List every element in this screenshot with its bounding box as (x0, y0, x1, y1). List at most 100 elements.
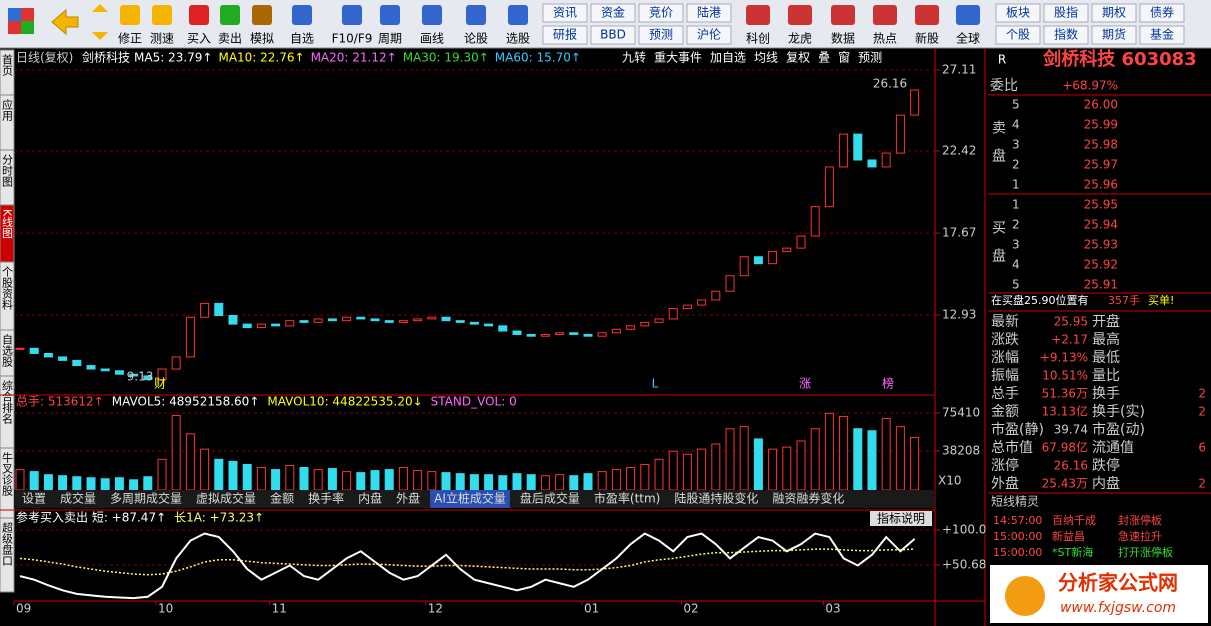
stat-value: 2 (1198, 405, 1206, 419)
chart-button[interactable]: 加自选 (710, 51, 746, 65)
event-stock[interactable]: 百纳千成 (1052, 514, 1096, 527)
toolbar-button[interactable]: F10/F9 (332, 32, 373, 46)
side-tab[interactable]: 超级盘口 (1, 521, 14, 566)
toolbar-button[interactable]: 选股 (506, 32, 530, 46)
toolbar-grid-button[interactable]: 期权 (1102, 6, 1126, 20)
toolbar-grid-button[interactable]: 沪伦 (697, 27, 721, 42)
toolbar-grid-button[interactable]: 竞价 (649, 6, 673, 20)
toolbar-grid-bg (1043, 3, 1089, 23)
toolbar-button[interactable]: 买入 (187, 32, 211, 46)
stat-label: 跌停 (1092, 457, 1120, 474)
toolbar-grid-button[interactable]: 陆港 (697, 5, 721, 20)
indicator-tab[interactable]: 成交量 (60, 491, 96, 506)
indicator-tab[interactable]: 设置 (22, 492, 46, 506)
stat-label: 流通值 (1092, 440, 1134, 456)
candle (498, 325, 508, 332)
candle (910, 89, 920, 116)
indicator-tab[interactable]: 换手率 (308, 491, 344, 506)
toolbar-grid-button[interactable]: 资金 (601, 5, 625, 20)
candle (356, 316, 366, 320)
toolbar-grid-button[interactable]: BBD (600, 28, 626, 42)
side-tab[interactable]: 应用 (1, 98, 14, 122)
chart-button[interactable]: 重大事件 (654, 51, 702, 65)
toolbar-button[interactable]: 龙虎 (788, 32, 812, 46)
toolbar-grid-button[interactable]: 研报 (553, 27, 577, 42)
stat-label: 涨停 (991, 457, 1019, 474)
toolbar-grid-bg (995, 3, 1041, 23)
toolbar-grid-button[interactable]: 个股 (1006, 28, 1030, 42)
side-tab[interactable]: 分时图 (1, 154, 14, 188)
indicator-tab[interactable]: 市盈率(ttm) (594, 491, 660, 506)
indicator-tab[interactable]: 融资融券变化 (772, 491, 844, 506)
toolbar-button[interactable]: 卖出 (218, 32, 242, 46)
event-marker[interactable]: 财 (154, 377, 166, 391)
toolbar-grid-button[interactable]: 板块 (1006, 6, 1030, 20)
toolbar-button[interactable]: 画线 (420, 32, 444, 46)
side-tab[interactable]: K线图 (1, 209, 14, 239)
volume-bar (327, 468, 337, 491)
chart-button[interactable]: 复权 (786, 51, 810, 65)
indicator-tab[interactable]: 陆股通持股变化 (674, 491, 758, 506)
volume-bar (526, 474, 536, 491)
candle (242, 323, 252, 329)
stat-label: 最低 (1092, 350, 1120, 366)
toolbar-button[interactable]: 测速 (150, 32, 174, 46)
volume-bar (668, 450, 678, 491)
event-marker[interactable]: 榜 (882, 376, 894, 391)
side-tab[interactable]: 综合排名 (1, 379, 14, 424)
volume-bar (427, 471, 437, 491)
candle (455, 320, 465, 323)
toolbar-grid-button[interactable]: 指数 (1054, 27, 1078, 42)
candle (484, 323, 494, 327)
event-stock[interactable]: *ST新海 (1052, 545, 1093, 559)
toolbar-grid-button[interactable]: 股指 (1054, 5, 1078, 20)
candle (299, 320, 309, 323)
indicator-tab[interactable]: 盘后成交量 (520, 491, 580, 506)
button-bg (870, 511, 932, 526)
toolbar-grid-button[interactable]: 期货 (1102, 27, 1126, 42)
candle (782, 247, 792, 253)
volume-bar (498, 475, 508, 491)
toolbar-button[interactable]: 科创 (746, 32, 770, 46)
toolbar-grid-button[interactable]: 资讯 (553, 6, 577, 20)
toolbar-button[interactable]: 数据 (831, 31, 855, 46)
toolbar-button[interactable]: 论股 (464, 32, 488, 46)
price: 25.94 (1084, 218, 1118, 232)
chart-button[interactable]: 窗 (838, 51, 850, 65)
candle (200, 302, 210, 318)
toolbar-grid-button[interactable]: 债券 (1150, 5, 1174, 20)
toolbar-button[interactable]: 模拟 (250, 32, 274, 46)
side-tab[interactable]: 牛叉诊股 (1, 451, 14, 497)
toolbar-button[interactable]: 自选 (290, 32, 314, 46)
toolbar-button[interactable]: 全球 (956, 31, 980, 46)
volume-bar (753, 438, 763, 491)
event-stock[interactable]: 新益昌 (1052, 529, 1085, 543)
toolbar-button[interactable]: 新股 (915, 31, 939, 46)
chart-button[interactable]: 九转 (622, 50, 646, 65)
volume-bar (86, 477, 96, 491)
indicator-tab[interactable]: 虚拟成交量 (196, 491, 256, 506)
candle (640, 321, 650, 327)
side-tab[interactable]: 自选股 (1, 334, 14, 368)
toolbar-grid-button[interactable]: 预测 (649, 28, 673, 42)
toolbar-grid-button[interactable]: 基金 (1150, 27, 1174, 42)
indicator-tab[interactable]: 外盘 (396, 491, 420, 506)
price: 26.00 (1084, 98, 1118, 112)
price: 25.96 (1084, 178, 1118, 192)
indicator-tab[interactable]: 内盘 (358, 491, 382, 506)
event-marker[interactable]: 涨 (799, 376, 811, 391)
side-tab[interactable]: 个股资料 (1, 266, 14, 311)
toolbar-button[interactable]: 修正 (118, 31, 142, 46)
toolbar-button[interactable]: 周期 (378, 32, 402, 46)
toolbar-button[interactable]: 热点 (873, 32, 897, 46)
event-marker[interactable]: L (652, 377, 659, 391)
chart-button[interactable]: 预测 (858, 51, 882, 65)
indicator-help[interactable]: 指标说明 (877, 511, 925, 526)
chart-button[interactable]: 均线 (754, 51, 778, 65)
chart-button[interactable]: 叠 (818, 51, 830, 65)
indicator-tab[interactable]: 多周期成交量 (110, 491, 182, 506)
side-tab[interactable]: 首页 (1, 53, 14, 77)
indicator-tab[interactable]: 金额 (270, 491, 294, 506)
indicator-tab[interactable]: AI立桩成交量 (434, 491, 506, 506)
